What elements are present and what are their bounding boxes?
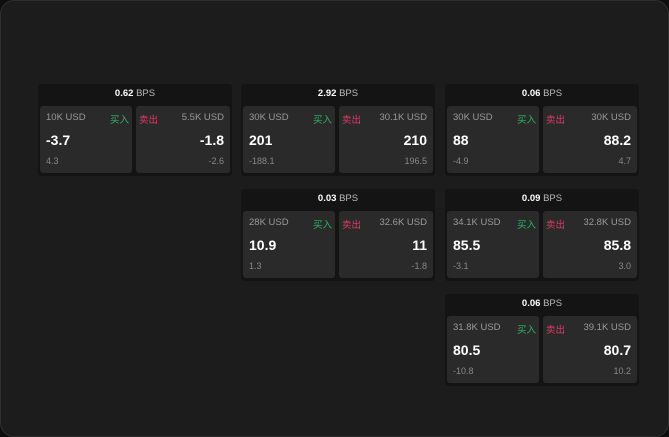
sell-change: 4.7	[618, 156, 631, 166]
sell-amount: 5.5K USD	[181, 112, 224, 123]
quote-card: 0.62 BPS 10K USD 买入 -3.7 4.3 卖出 5.5K USD…	[38, 84, 232, 176]
buy-price: 201	[249, 132, 273, 148]
sell-price: -1.8	[199, 132, 224, 148]
sell-label: 卖出	[546, 220, 566, 231]
quote-card: 0.06 BPS 30K USD 买入 88 -4.9 卖出 30K USD 8…	[445, 84, 639, 176]
sell-label: 卖出	[342, 115, 362, 126]
sell-change: 196.5	[404, 156, 427, 166]
sell-button[interactable]: 卖出 32.6K USD 11 -1.8	[339, 211, 433, 278]
buy-change: -3.1	[453, 261, 469, 271]
buy-change: -10.8	[453, 366, 474, 376]
buy-label: 买入	[109, 115, 129, 126]
buy-price: 80.5	[453, 342, 481, 358]
buy-label: 买入	[312, 115, 332, 126]
spread-unit: BPS	[543, 193, 563, 204]
spread-unit: BPS	[136, 88, 156, 99]
spread-value: 0.06	[521, 298, 541, 309]
buy-price: 88	[453, 132, 469, 148]
buy-label: 买入	[516, 325, 536, 336]
spread-value: 0.62	[114, 88, 134, 99]
buy-button[interactable]: 30K USD 买入 88 -4.9	[447, 106, 539, 173]
buy-amount: 31.8K USD	[453, 322, 501, 333]
buy-price: 10.9	[249, 237, 277, 253]
spread-value: 0.06	[521, 88, 541, 99]
buy-button[interactable]: 28K USD 买入 10.9 1.3	[243, 211, 335, 278]
sell-button[interactable]: 卖出 39.1K USD 80.7 10.2	[543, 316, 637, 383]
quote-card: 0.03 BPS 28K USD 买入 10.9 1.3 卖出 32.6K US…	[241, 189, 435, 281]
sell-price: 88.2	[603, 132, 631, 148]
sell-change: -1.8	[411, 261, 427, 271]
sell-price: 11	[412, 237, 427, 253]
spread-header: 0.03 BPS	[241, 189, 435, 209]
buy-amount: 34.1K USD	[453, 217, 501, 228]
buy-change: 4.3	[46, 156, 59, 166]
sell-amount: 32.8K USD	[583, 217, 631, 228]
spread-unit: BPS	[339, 88, 359, 99]
buy-label: 买入	[516, 115, 536, 126]
buy-price: 85.5	[453, 237, 481, 253]
sell-price: 80.7	[603, 342, 631, 358]
sell-price: 210	[403, 132, 427, 148]
quote-card: 0.06 BPS 31.8K USD 买入 80.5 -10.8 卖出 39.1…	[445, 294, 639, 386]
buy-change: -188.1	[249, 156, 275, 166]
sell-amount: 39.1K USD	[583, 322, 631, 333]
spread-header: 0.06 BPS	[445, 84, 639, 104]
spread-header: 0.06 BPS	[445, 294, 639, 314]
quote-card: 2.92 BPS 30K USD 买入 201 -188.1 卖出 30.1K …	[241, 84, 435, 176]
buy-button[interactable]: 10K USD 买入 -3.7 4.3	[40, 106, 132, 173]
sell-label: 卖出	[546, 325, 566, 336]
buy-button[interactable]: 30K USD 买入 201 -188.1	[243, 106, 335, 173]
buy-button[interactable]: 34.1K USD 买入 85.5 -3.1	[447, 211, 539, 278]
spread-unit: BPS	[339, 193, 359, 204]
buy-label: 买入	[312, 220, 332, 231]
sell-price: 85.8	[603, 237, 631, 253]
sell-amount: 30.1K USD	[379, 112, 427, 123]
sell-button[interactable]: 卖出 30.1K USD 210 196.5	[339, 106, 433, 173]
sell-button[interactable]: 卖出 32.8K USD 85.8 3.0	[543, 211, 637, 278]
spread-header: 0.09 BPS	[445, 189, 639, 209]
spread-header: 2.92 BPS	[241, 84, 435, 104]
sell-label: 卖出	[546, 115, 566, 126]
spread-unit: BPS	[543, 298, 563, 309]
spread-unit: BPS	[543, 88, 563, 99]
buy-change: 1.3	[249, 261, 262, 271]
sell-label: 卖出	[139, 115, 159, 126]
sell-change: 10.2	[613, 366, 631, 376]
buy-amount: 28K USD	[249, 217, 289, 228]
spread-value: 2.92	[317, 88, 337, 99]
spread-value: 0.03	[317, 193, 337, 204]
buy-amount: 30K USD	[453, 112, 493, 123]
sell-amount: 32.6K USD	[379, 217, 427, 228]
sell-change: -2.6	[208, 156, 224, 166]
sell-button[interactable]: 卖出 30K USD 88.2 4.7	[543, 106, 637, 173]
buy-button[interactable]: 31.8K USD 买入 80.5 -10.8	[447, 316, 539, 383]
sell-button[interactable]: 卖出 5.5K USD -1.8 -2.6	[136, 106, 230, 173]
sell-label: 卖出	[342, 220, 362, 231]
sell-change: 3.0	[618, 261, 631, 271]
spread-value: 0.09	[521, 193, 541, 204]
quote-card: 0.09 BPS 34.1K USD 买入 85.5 -3.1 卖出 32.8K…	[445, 189, 639, 281]
buy-price: -3.7	[46, 132, 71, 148]
sell-amount: 30K USD	[591, 112, 631, 123]
spread-header: 0.62 BPS	[38, 84, 232, 104]
buy-amount: 30K USD	[249, 112, 289, 123]
buy-label: 买入	[516, 220, 536, 231]
buy-amount: 10K USD	[46, 112, 86, 123]
buy-change: -4.9	[453, 156, 469, 166]
